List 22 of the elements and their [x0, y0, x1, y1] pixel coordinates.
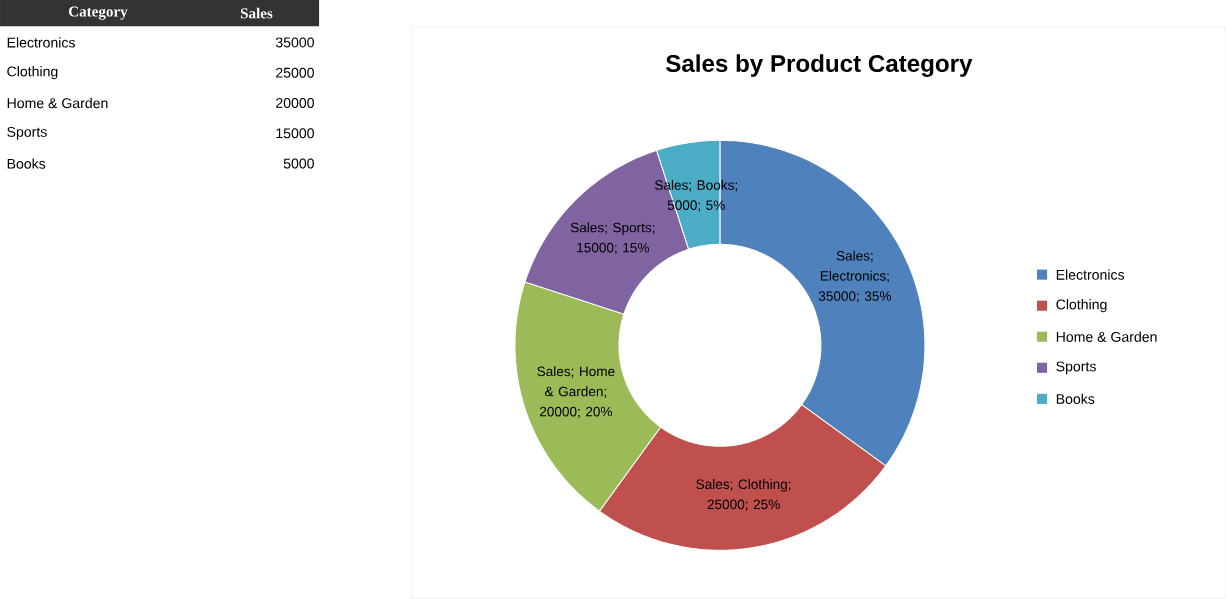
category-label: Home & Garden	[7, 97, 108, 109]
legend-label: Home & Garden	[1056, 331, 1157, 342]
category-label: Books	[7, 158, 46, 169]
text: Category	[68, 6, 128, 20]
legend-label: Books	[1056, 393, 1095, 405]
data-label: Sales; Sports; 15000; 15%	[570, 222, 655, 255]
category-label: Sports	[7, 126, 47, 140]
chart-title: Sales by Product Category	[665, 54, 973, 77]
text: Sales	[240, 7, 273, 19]
legend-label: Electronics	[1056, 269, 1125, 280]
text: 20000	[276, 98, 314, 108]
data-label: Sales; Electronics; 35000; 35%	[818, 250, 892, 303]
legend-label: Sports	[1056, 361, 1096, 375]
text: 25000	[276, 67, 314, 78]
category-label: Clothing	[7, 66, 58, 80]
category-label: Electronics	[7, 37, 75, 48]
text: 35000	[275, 37, 314, 48]
data-label: Sales; Home & Garden; 20000; 20%	[537, 366, 615, 419]
text: 15000	[276, 128, 314, 139]
data-label: Sales; Clothing; 25000; 25%	[696, 479, 791, 511]
text: 5000	[283, 158, 314, 169]
legend-label: Clothing	[1056, 299, 1107, 313]
